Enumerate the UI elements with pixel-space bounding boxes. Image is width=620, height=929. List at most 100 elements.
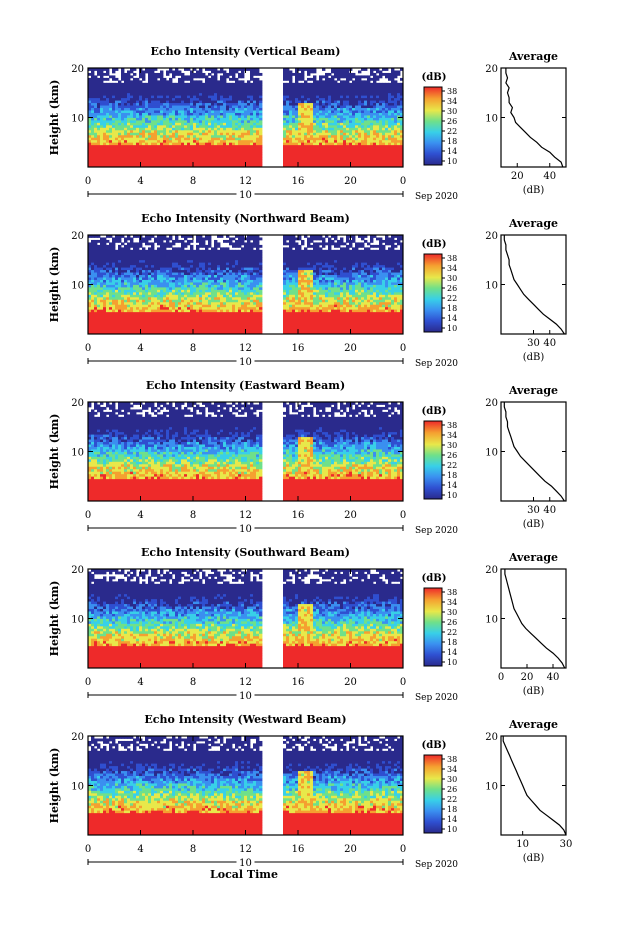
heatmap-cell	[202, 145, 205, 148]
heatmap-cell	[355, 125, 358, 128]
heatmap-cell	[94, 262, 97, 265]
heatmap-cell	[100, 78, 103, 81]
heatmap-cell	[394, 152, 397, 155]
heatmap-cell	[352, 152, 355, 155]
heatmap-cell	[109, 137, 112, 140]
heatmap-cell	[151, 83, 154, 86]
heatmap-cell	[304, 115, 307, 118]
heatmap-cell	[91, 132, 94, 135]
heatmap-cell	[340, 142, 343, 145]
heatmap-cell	[91, 275, 94, 278]
heatmap-cell	[148, 145, 151, 148]
heatmap-cell	[184, 145, 187, 148]
heatmap-cell	[136, 160, 139, 163]
heatmap-cell	[352, 147, 355, 150]
heatmap-cell	[397, 122, 400, 125]
heatmap-cell	[343, 135, 346, 138]
heatmap-cell	[292, 83, 295, 86]
heatmap-cell	[247, 125, 250, 128]
heatmap-cell	[172, 270, 175, 273]
heatmap-cell	[154, 162, 157, 165]
heatmap-cell	[103, 267, 106, 270]
heatmap-cell	[349, 88, 352, 91]
heatmap-cell	[313, 80, 316, 83]
heatmap-cell	[211, 98, 214, 101]
heatmap-cell	[388, 122, 391, 125]
heatmap-cell	[160, 304, 163, 307]
heatmap-cell	[364, 90, 367, 93]
heatmap-cell	[148, 150, 151, 153]
heatmap-cell	[352, 73, 355, 76]
heatmap-cell	[256, 115, 259, 118]
heatmap-cell	[115, 294, 118, 297]
heatmap-cell	[169, 142, 172, 145]
heatmap-cell	[148, 292, 151, 295]
heatmap-cell	[127, 297, 130, 300]
heatmap-cell	[136, 155, 139, 158]
heatmap-cell	[220, 113, 223, 116]
heatmap-cell	[217, 105, 220, 108]
heatmap-cell	[136, 294, 139, 297]
heatmap-cell	[181, 302, 184, 305]
heatmap-cell	[103, 277, 106, 280]
heatmap-cell	[151, 319, 154, 322]
heatmap-cell	[298, 88, 301, 91]
heatmap-cell	[316, 147, 319, 150]
heatmap-cell	[118, 292, 121, 295]
heatmap-cell	[244, 145, 247, 148]
heatmap-cell	[325, 105, 328, 108]
heatmap-cell	[289, 115, 292, 118]
heatmap-cell	[298, 130, 301, 133]
chart-panel-0: Echo Intensity (Vertical Beam)2010Height…	[48, 45, 566, 202]
heatmap-cell	[358, 83, 361, 86]
heatmap-cell	[172, 255, 175, 258]
heatmap-cell	[184, 152, 187, 155]
heatmap-cell	[286, 115, 289, 118]
heatmap-cell	[295, 95, 298, 98]
heatmap-cell	[124, 85, 127, 88]
heatmap-cell	[235, 80, 238, 83]
heatmap-cell	[253, 118, 256, 121]
heatmap-cell	[157, 312, 160, 315]
heatmap-cell	[112, 137, 115, 140]
heatmap-cell	[127, 275, 130, 278]
heatmap-cell	[328, 113, 331, 116]
heatmap-cell	[307, 78, 310, 81]
heatmap-cell	[127, 140, 130, 143]
heatmap-cell	[178, 319, 181, 322]
heatmap-cell	[94, 247, 97, 250]
heatmap-cell	[298, 122, 301, 125]
heatmap-cell	[136, 270, 139, 273]
heatmap-cell	[199, 75, 202, 78]
heatmap-cell	[196, 125, 199, 128]
heatmap-cell	[163, 252, 166, 255]
heatmap-cell	[220, 75, 223, 78]
heatmap-cell	[388, 118, 391, 121]
heatmap-cell	[127, 245, 130, 248]
heatmap-cell	[211, 130, 214, 133]
heatmap-cell	[196, 73, 199, 76]
heatmap-cell	[97, 257, 100, 260]
heatmap-cell	[118, 130, 121, 133]
heatmap-cell	[94, 160, 97, 163]
heatmap-cell	[298, 113, 301, 116]
heatmap-cell	[388, 110, 391, 113]
heatmap-cell	[382, 132, 385, 135]
heatmap-cell	[172, 95, 175, 98]
heatmap-cell	[100, 242, 103, 245]
heatmap-cell	[181, 287, 184, 290]
heatmap-cell	[205, 105, 208, 108]
heatmap-cell	[334, 162, 337, 165]
heatmap-cell	[136, 302, 139, 305]
heatmap-cell	[199, 147, 202, 150]
heatmap-cell	[106, 145, 109, 148]
heatmap-cell	[109, 150, 112, 153]
heatmap-cell	[208, 120, 211, 123]
heatmap-cell	[196, 95, 199, 98]
heatmap-cell	[394, 80, 397, 83]
heatmap-cell	[91, 252, 94, 255]
heatmap-cell	[238, 152, 241, 155]
heatmap-cell	[133, 247, 136, 250]
heatmap-cell	[235, 105, 238, 108]
